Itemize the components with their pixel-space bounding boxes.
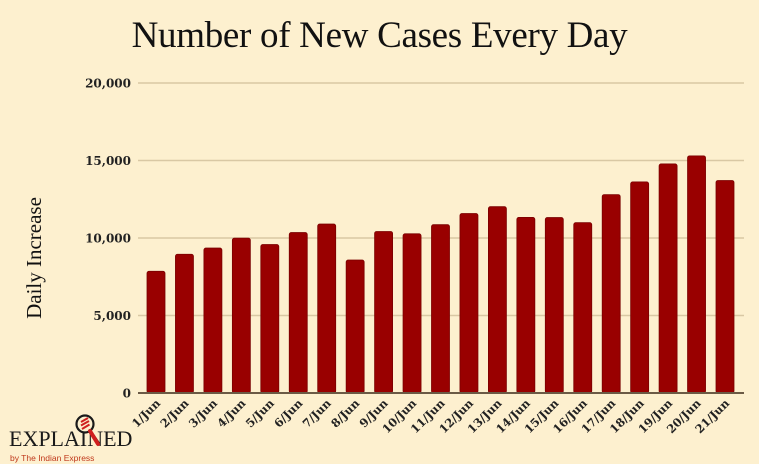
y-tick-label: 10,000 (85, 232, 131, 246)
bar-8-jun (345, 259, 365, 394)
y-tick-label: 15,000 (85, 154, 131, 168)
bar-19-jun (658, 163, 678, 394)
x-tick-label: 7/Jun (300, 396, 335, 431)
bar-3-jun (203, 247, 223, 394)
chart-title: Number of New Cases Every Day (131, 15, 628, 56)
y-tick-label: 0 (123, 387, 131, 401)
bar-11-jun (431, 224, 450, 394)
bar-18-jun (630, 181, 650, 394)
x-tick-label: 4/Jun (214, 396, 249, 431)
bar-15-jun (544, 217, 564, 394)
bar-2-jun (175, 253, 194, 394)
x-tick-label: 6/Jun (271, 396, 306, 431)
bar-20-jun (687, 155, 706, 394)
bar-9-jun (374, 231, 394, 394)
explained-logo: EXPLAINED by The Indian Express (9, 414, 139, 464)
bar-1-jun (146, 270, 166, 394)
y-tick-label: 5,000 (93, 309, 131, 323)
y-tick-labels: 0 5,000 10,000 15,000 20,000 (85, 77, 131, 401)
x-tick-labels: 1/Jun2/Jun3/Jun4/Jun5/Jun6/Jun7/Jun8/Jun… (129, 396, 733, 436)
bar-7-jun (317, 223, 337, 394)
bars (146, 155, 735, 394)
bar-16-jun (573, 222, 593, 394)
x-tick-label: 8/Jun (328, 396, 363, 431)
y-tick-label: 20,000 (85, 77, 131, 91)
bar-6-jun (288, 232, 308, 394)
bar-14-jun (516, 216, 536, 394)
x-tick-label: 3/Jun (186, 396, 221, 431)
logo-text: EXPLAINED (9, 426, 133, 451)
bar-13-jun (487, 206, 507, 394)
logo-subtext: by The Indian Express (10, 453, 95, 463)
bar-17-jun (601, 194, 621, 394)
x-tick-label: 5/Jun (243, 396, 278, 431)
magnifying-glass-icon (75, 414, 100, 446)
bar-10-jun (402, 233, 422, 394)
bar-12-jun (459, 213, 479, 394)
x-tick-label: 2/Jun (157, 396, 192, 431)
bar-5-jun (260, 244, 280, 394)
bar-21-jun (715, 180, 735, 394)
bar-4-jun (231, 237, 251, 394)
y-axis-label: Daily Increase (22, 197, 46, 319)
